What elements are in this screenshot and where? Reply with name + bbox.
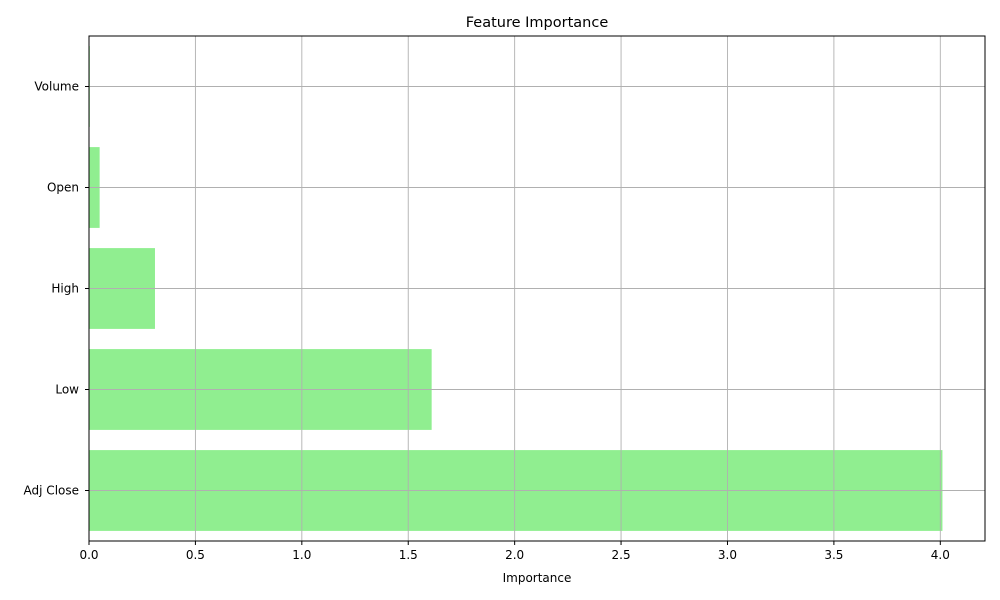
y-tick-label: Volume [34, 80, 79, 94]
x-tick-label: 1.5 [399, 548, 418, 562]
x-axis-label: Importance [503, 571, 572, 585]
y-tick-label: Adj Close [24, 484, 79, 498]
x-tick-label: 0.5 [186, 548, 205, 562]
chart-title: Feature Importance [466, 15, 609, 31]
x-tick-label: 3.0 [718, 548, 737, 562]
x-tick-label: 4.0 [931, 548, 950, 562]
y-tick-label: High [51, 282, 79, 296]
y-axis-ticks: Adj Close Low High Open Volume [24, 80, 89, 498]
x-axis-ticks: 0.0 0.5 1.0 1.5 2.0 2.5 3.0 3.5 4.0 [79, 541, 950, 562]
x-tick-label: 2.0 [505, 548, 524, 562]
x-tick-label: 2.5 [612, 548, 631, 562]
x-tick-label: 3.5 [824, 548, 843, 562]
x-tick-label: 1.0 [292, 548, 311, 562]
x-tick-label: 0.0 [79, 548, 98, 562]
y-tick-label: Low [55, 383, 79, 397]
y-tick-label: Open [47, 181, 79, 195]
